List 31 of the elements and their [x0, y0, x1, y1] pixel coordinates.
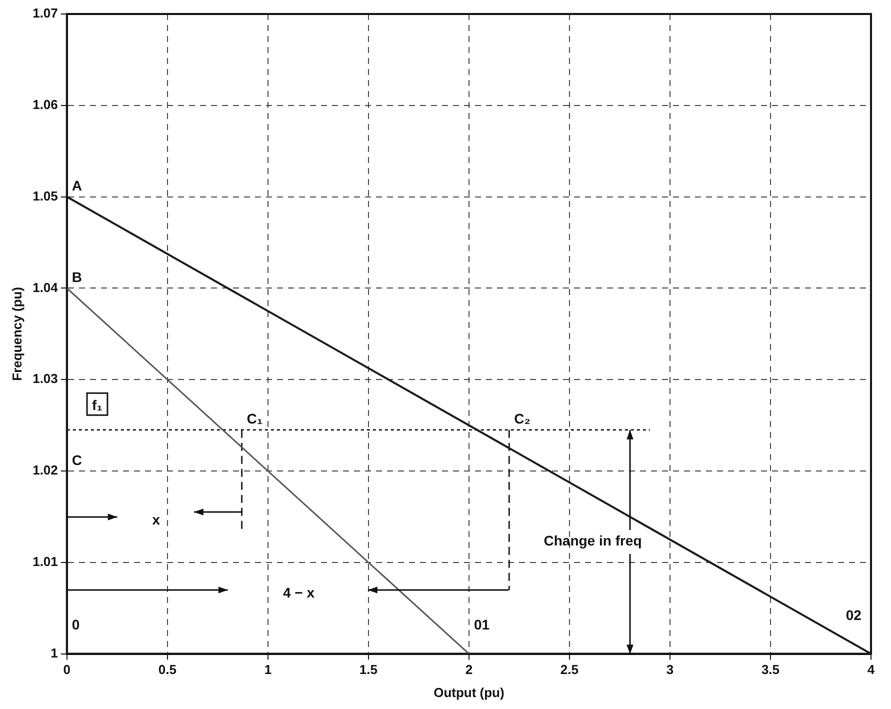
annotation: B	[72, 269, 82, 286]
y-tick-label: 1.06	[32, 96, 58, 112]
x-tick-label: 1	[264, 662, 272, 678]
y-axis-title: Frequency (pu)	[9, 286, 24, 381]
y-tick-label: 1.03	[32, 371, 58, 386]
annotation: A	[72, 178, 82, 194]
annotation: 4 − x	[282, 584, 315, 600]
x-tick-label: 0.5	[158, 662, 176, 678]
annotation: C₁	[246, 410, 263, 427]
y-tick-label: 1.02	[32, 462, 58, 478]
y-tick-label: 1.01	[32, 554, 58, 569]
annotation: Change in freq	[544, 532, 642, 549]
x-tick-label: 0	[63, 662, 71, 678]
x-tick-label: 2	[465, 662, 473, 678]
y-tick-label: 1.05	[32, 188, 58, 204]
y-tick-label: 1.07	[32, 6, 58, 21]
annotation: 02	[846, 607, 862, 624]
y-tick-label: 1.04	[32, 280, 59, 295]
annotation: f₁	[92, 397, 103, 414]
x-tick-label: 3	[666, 662, 674, 678]
x-axis-title: Output (pu)	[434, 684, 504, 700]
annotation: x	[152, 511, 160, 528]
x-tick-label: 1.5	[359, 662, 378, 678]
annotation: C	[72, 452, 82, 468]
x-tick-label: 3.5	[761, 662, 780, 678]
annotation: 0	[72, 616, 80, 632]
x-tick-label: 2.5	[560, 662, 578, 678]
x-tick-label: 4	[867, 662, 876, 678]
annotation: 01	[474, 616, 490, 632]
annotation: C₂	[514, 410, 530, 427]
y-tick-label: 1	[50, 645, 58, 660]
